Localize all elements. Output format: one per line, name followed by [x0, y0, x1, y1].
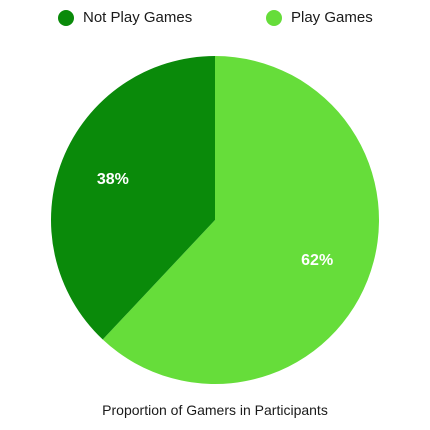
pie-label-not-play-games: 38% [97, 171, 129, 188]
legend-item-not-play-games: Not Play Games [58, 9, 192, 26]
pie-slice-play-games [102, 56, 379, 384]
legend-swatch-play-games [266, 9, 282, 26]
pie-label-play-games: 62% [301, 252, 333, 269]
chart-legend: Not Play Games Play Games [0, 9, 430, 31]
pie-slice-not-play-games [50, 56, 216, 340]
chart-title: Proportion of Gamers in Participants [102, 402, 328, 418]
legend-label-play-games: Play Games [291, 9, 373, 26]
pie-chart: 62% 38% [50, 56, 379, 384]
legend-label-not-play-games: Not Play Games [83, 9, 193, 26]
legend-swatch-not-play-games [58, 9, 74, 26]
legend-item-play-games: Play Games [266, 9, 373, 26]
